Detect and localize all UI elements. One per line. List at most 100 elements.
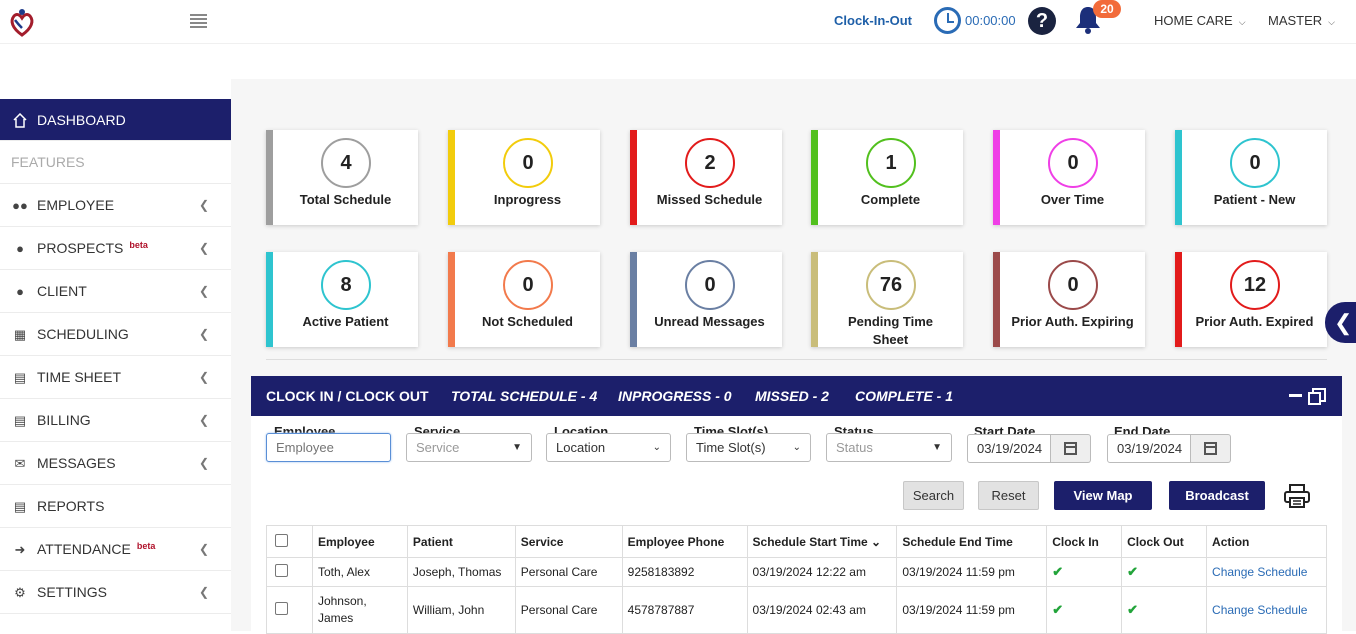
stat-label: Unread Messages (654, 314, 765, 329)
top-bar: Clock-In-Out 00:00:00 ? 20 HOME CARE ⌵ MA… (0, 0, 1356, 44)
stat-card-missed-schedule[interactable]: 2 Missed Schedule (630, 130, 782, 225)
reset-button[interactable]: Reset (978, 481, 1039, 510)
sidebar-item-scheduling[interactable]: ▦ SCHEDULING ❮ (0, 313, 231, 356)
cell-clock-in: ✔ (1046, 557, 1123, 587)
clock-icon[interactable] (934, 7, 961, 34)
col-service[interactable]: Service (514, 525, 623, 558)
sidebar-item-billing[interactable]: ▤ BILLING ❮ (0, 399, 231, 442)
employee-filter-input[interactable] (266, 433, 391, 462)
sidebar-item-time-sheet[interactable]: ▤ TIME SHEET ❮ (0, 356, 231, 399)
sidebar-item-label: MESSAGES (37, 455, 116, 471)
stat-label: Complete (860, 192, 921, 207)
help-icon[interactable]: ? (1028, 7, 1056, 35)
row-checkbox[interactable] (275, 602, 288, 615)
col-clock-out[interactable]: Clock Out (1121, 525, 1208, 558)
sidebar-item-attendance[interactable]: ➜ ATTENDANCE beta ❮ (0, 528, 231, 571)
start-date-calendar-button[interactable] (1051, 434, 1091, 463)
stat-card-prior-auth-expired[interactable]: 12 Prior Auth. Expired (1175, 252, 1327, 347)
sidebar-item-dashboard[interactable]: DASHBOARD (0, 99, 231, 141)
document-icon: ▤ (13, 413, 27, 428)
stat-card-not-scheduled[interactable]: 0 Not Scheduled (448, 252, 600, 347)
cell-end-time: 03/19/2024 11:59 pm (896, 557, 1048, 587)
home-care-menu[interactable]: HOME CARE ⌵ (1154, 13, 1246, 28)
service-select-value: Service (416, 440, 460, 455)
stat-label: Over Time (1040, 192, 1105, 207)
summary-total: TOTAL SCHEDULE - 4 (451, 388, 598, 404)
chevron-left-icon: ❮ (198, 198, 209, 212)
master-menu[interactable]: MASTER ⌵ (1268, 13, 1335, 28)
end-date-input[interactable]: 03/19/2024 (1107, 434, 1191, 463)
beta-badge: beta (129, 240, 148, 250)
cell-patient: Joseph, Thomas (406, 557, 516, 587)
col-schedule-start-time[interactable]: Schedule Start Time ⌄ (746, 525, 898, 558)
stat-card-prior-auth-expiring[interactable]: 0 Prior Auth. Expiring (993, 252, 1145, 347)
printer-icon[interactable] (1284, 484, 1310, 508)
row-checkbox[interactable] (275, 564, 288, 577)
chevron-down-icon: ▼ (512, 442, 522, 453)
timeslot-select[interactable]: Time Slot(s) ⌄ (686, 433, 811, 462)
stat-card-inprogress[interactable]: 0 Inprogress (448, 130, 600, 225)
stat-label: Missed Schedule (656, 192, 763, 207)
change-schedule-link[interactable]: Change Schedule (1212, 603, 1308, 617)
col-patient[interactable]: Patient (406, 525, 516, 558)
app-logo[interactable] (6, 6, 38, 38)
stat-label: Not Scheduled (481, 314, 573, 329)
stat-card-active-patient[interactable]: 8 Active Patient (266, 252, 418, 347)
stat-label: Active Patient (302, 314, 389, 329)
view-map-button[interactable]: View Map (1054, 481, 1152, 510)
cell-action: Change Schedule (1206, 557, 1327, 587)
check-icon: ✔ (1127, 602, 1139, 617)
col-employee[interactable]: Employee (311, 525, 408, 558)
broadcast-button[interactable]: Broadcast (1169, 481, 1265, 510)
cell-end-time: 03/19/2024 11:59 pm (896, 586, 1048, 634)
chevron-down-icon: ⌵ (1238, 17, 1246, 27)
sidebar-item-settings[interactable]: ⚙ SETTINGS ❮ (0, 571, 231, 614)
stat-card-patient-new[interactable]: 0 Patient - New (1175, 130, 1327, 225)
envelope-icon: ✉ (14, 456, 26, 471)
stat-label: Patient - New (1213, 192, 1296, 207)
start-date-input[interactable]: 03/19/2024 (967, 434, 1051, 463)
status-select[interactable]: Status ▼ (826, 433, 952, 462)
table-row: Johnson, James William, John Personal Ca… (266, 586, 1327, 634)
cell-phone: 4578787887 (621, 586, 748, 634)
minimize-icon[interactable] (1289, 394, 1302, 397)
location-select[interactable]: Location ⌄ (546, 433, 671, 462)
sidebar-item-prospects[interactable]: ● PROSPECTS beta ❮ (0, 227, 231, 270)
change-schedule-link[interactable]: Change Schedule (1212, 565, 1308, 579)
sidebar-item-reports[interactable]: ▤ REPORTS (0, 485, 231, 528)
cell-service: Personal Care (514, 586, 623, 634)
cell-start-time: 03/19/2024 02:43 am (746, 586, 898, 634)
col-employee-phone[interactable]: Employee Phone (621, 525, 748, 558)
sidebar-item-messages[interactable]: ✉ MESSAGES ❮ (0, 442, 231, 485)
gear-icon: ⚙ (14, 585, 26, 600)
user-icon: ● (16, 241, 24, 256)
check-icon: ✔ (1052, 564, 1064, 579)
stat-value: 4 (321, 138, 371, 188)
cell-clock-in: ✔ (1046, 586, 1123, 634)
end-date-calendar-button[interactable] (1191, 434, 1231, 463)
stat-card-unread-messages[interactable]: 0 Unread Messages (630, 252, 782, 347)
sort-down-icon[interactable]: ⌄ (871, 534, 882, 549)
sidebar-item-client[interactable]: ● CLIENT ❮ (0, 270, 231, 313)
panel-toggle-chevron-left-icon[interactable]: ❮ (1325, 302, 1356, 343)
calendar-icon (1204, 442, 1217, 455)
clock-in-out-label[interactable]: Clock-In-Out (834, 13, 912, 28)
select-all-checkbox[interactable] (275, 533, 288, 547)
search-button[interactable]: Search (903, 481, 964, 510)
stat-value: 0 (1048, 138, 1098, 188)
col-schedule-start-label: Schedule Start Time (752, 534, 868, 549)
notification-badge: 20 (1093, 0, 1121, 18)
stat-card-over-time[interactable]: 0 Over Time (993, 130, 1145, 225)
sidebar-item-employee[interactable]: ●● EMPLOYEE ❮ (0, 184, 231, 227)
stat-card-total-schedule[interactable]: 4 Total Schedule (266, 130, 418, 225)
bar-chart-icon: ▤ (13, 370, 27, 385)
col-clock-in[interactable]: Clock In (1046, 525, 1123, 558)
stat-card-pending-time-sheet[interactable]: 76 Pending Time Sheet (811, 252, 963, 347)
service-select[interactable]: Service ▼ (406, 433, 532, 462)
col-schedule-end-time[interactable]: Schedule End Time (896, 525, 1048, 558)
cell-clock-out: ✔ (1121, 557, 1208, 587)
restore-icon[interactable] (1308, 388, 1326, 405)
col-action: Action (1206, 525, 1327, 558)
stat-card-complete[interactable]: 1 Complete (811, 130, 963, 225)
menu-toggle-icon[interactable] (190, 14, 207, 28)
